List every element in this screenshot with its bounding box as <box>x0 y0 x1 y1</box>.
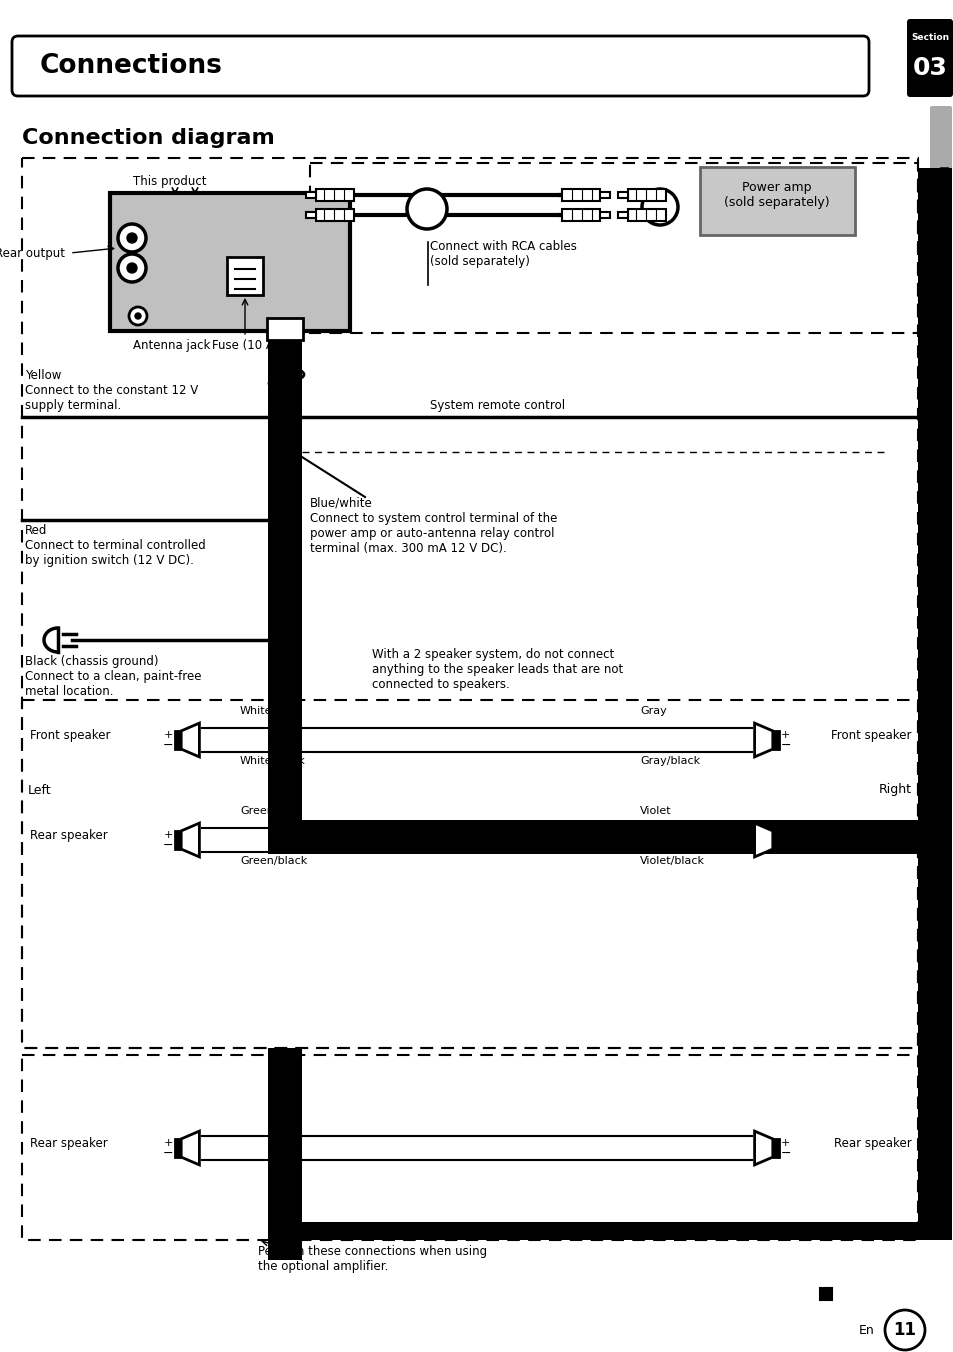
Text: Red
Connect to terminal controlled
by ignition switch (12 V DC).: Red Connect to terminal controlled by ig… <box>25 525 206 566</box>
Text: −: − <box>780 1146 790 1160</box>
Text: Green: Green <box>240 806 274 817</box>
Bar <box>268 1222 951 1240</box>
FancyBboxPatch shape <box>700 168 854 235</box>
Circle shape <box>135 314 141 319</box>
Text: −: − <box>780 738 790 752</box>
Text: +: + <box>163 830 172 840</box>
Text: En: En <box>859 1324 874 1337</box>
Bar <box>561 210 599 220</box>
Circle shape <box>129 307 147 324</box>
Text: Front speaker: Front speaker <box>30 729 111 741</box>
Bar <box>22 700 917 1048</box>
Text: −: − <box>780 838 790 852</box>
Text: +: + <box>781 830 790 840</box>
FancyBboxPatch shape <box>929 105 951 280</box>
Bar <box>627 210 665 220</box>
Text: 11: 11 <box>893 1321 916 1338</box>
Bar <box>315 210 354 220</box>
FancyBboxPatch shape <box>906 19 952 97</box>
Text: Rear output: Rear output <box>0 246 65 260</box>
Bar <box>306 212 315 218</box>
Text: Rear speaker: Rear speaker <box>30 829 108 841</box>
Bar <box>917 168 951 854</box>
Text: System remote control: System remote control <box>430 399 564 412</box>
Bar <box>22 1055 917 1240</box>
Text: Gray/black: Gray/black <box>639 756 700 767</box>
Bar <box>618 192 627 197</box>
Bar <box>310 164 917 333</box>
Text: Violet: Violet <box>639 806 671 817</box>
Polygon shape <box>181 723 199 757</box>
Bar <box>772 1138 779 1157</box>
Bar <box>618 212 627 218</box>
Bar <box>627 189 665 201</box>
Bar <box>315 189 354 201</box>
Text: Perform these connections when using
the optional amplifier.: Perform these connections when using the… <box>257 1245 487 1274</box>
Text: Connection diagram: Connection diagram <box>22 128 274 147</box>
Bar <box>227 257 263 295</box>
Text: +: + <box>781 730 790 740</box>
Bar <box>306 192 315 197</box>
Text: Right: Right <box>878 784 911 796</box>
Text: With a 2 speaker system, do not connect
anything to the speaker leads that are n: With a 2 speaker system, do not connect … <box>372 648 622 691</box>
Circle shape <box>118 224 146 251</box>
Text: Fuse (10 A): Fuse (10 A) <box>212 339 278 352</box>
Text: Rear speaker: Rear speaker <box>833 829 911 841</box>
Text: White/black: White/black <box>240 756 306 767</box>
Text: Rear speaker: Rear speaker <box>833 1137 911 1149</box>
Bar <box>174 1138 181 1157</box>
Bar <box>174 831 181 849</box>
Text: Section: Section <box>910 32 948 42</box>
Bar <box>917 452 951 1240</box>
Text: +: + <box>163 730 172 740</box>
Bar <box>268 1048 302 1260</box>
Bar <box>820 1288 831 1301</box>
Polygon shape <box>754 1132 772 1165</box>
Bar <box>599 212 609 218</box>
Polygon shape <box>181 823 199 857</box>
Text: Blue/white
Connect to system control terminal of the
power amp or auto-antenna r: Blue/white Connect to system control ter… <box>310 498 557 556</box>
Bar <box>267 318 303 339</box>
Text: Front speaker: Front speaker <box>831 729 911 741</box>
Text: Rear speaker: Rear speaker <box>30 1137 108 1149</box>
Bar <box>599 192 609 197</box>
Bar <box>174 731 181 749</box>
Text: English: English <box>934 166 946 220</box>
Text: This product: This product <box>132 174 206 188</box>
Text: Power amp
(sold separately): Power amp (sold separately) <box>723 181 829 210</box>
Text: Gray: Gray <box>639 706 666 717</box>
Bar <box>561 189 599 201</box>
Text: +: + <box>163 1138 172 1148</box>
Circle shape <box>118 254 146 283</box>
Circle shape <box>127 264 137 273</box>
Bar <box>268 821 917 854</box>
Bar <box>772 831 779 849</box>
Text: 03: 03 <box>912 55 946 80</box>
Text: Left: Left <box>28 784 51 796</box>
Text: Yellow
Connect to the constant 12 V
supply terminal.: Yellow Connect to the constant 12 V supp… <box>25 369 198 412</box>
Circle shape <box>127 233 137 243</box>
Bar <box>22 158 917 1048</box>
Text: Violet/black: Violet/black <box>639 856 704 867</box>
Bar <box>110 193 350 331</box>
Polygon shape <box>181 1132 199 1165</box>
Text: Antenna jack: Antenna jack <box>132 339 211 352</box>
Text: Connect with RCA cables
(sold separately): Connect with RCA cables (sold separately… <box>430 241 577 268</box>
Text: Black (chassis ground)
Connect to a clean, paint-free
metal location.: Black (chassis ground) Connect to a clea… <box>25 654 201 698</box>
Circle shape <box>407 189 447 228</box>
Text: −: − <box>163 738 173 752</box>
Bar <box>772 731 779 749</box>
Polygon shape <box>754 723 772 757</box>
Polygon shape <box>754 823 772 857</box>
Text: +: + <box>781 1138 790 1148</box>
Circle shape <box>884 1310 924 1351</box>
Text: Green/black: Green/black <box>240 856 307 867</box>
Text: −: − <box>163 1146 173 1160</box>
Circle shape <box>641 189 678 224</box>
FancyBboxPatch shape <box>12 37 868 96</box>
Bar <box>268 339 302 821</box>
Text: −: − <box>163 838 173 852</box>
Text: Connections: Connections <box>40 53 223 78</box>
Text: White: White <box>240 706 273 717</box>
